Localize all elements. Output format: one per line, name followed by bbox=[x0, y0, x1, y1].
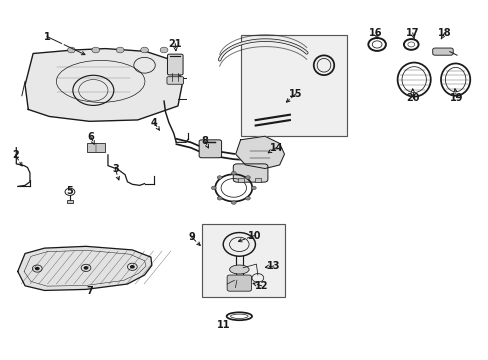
Circle shape bbox=[231, 201, 236, 204]
Ellipse shape bbox=[229, 265, 248, 274]
Text: 16: 16 bbox=[368, 28, 382, 38]
Text: 1: 1 bbox=[43, 32, 50, 41]
Circle shape bbox=[35, 267, 40, 270]
Circle shape bbox=[67, 47, 75, 53]
Text: 13: 13 bbox=[266, 261, 280, 271]
Circle shape bbox=[245, 176, 250, 179]
Text: 2: 2 bbox=[12, 150, 19, 160]
Bar bbox=[237, 178, 243, 182]
Bar bbox=[87, 143, 104, 152]
Circle shape bbox=[245, 197, 250, 200]
Text: 17: 17 bbox=[405, 28, 419, 38]
Text: 9: 9 bbox=[188, 232, 195, 242]
FancyBboxPatch shape bbox=[432, 48, 452, 55]
Circle shape bbox=[160, 47, 167, 53]
Circle shape bbox=[211, 186, 216, 190]
Circle shape bbox=[217, 197, 222, 200]
Bar bbox=[255, 178, 261, 182]
Text: 20: 20 bbox=[405, 93, 419, 103]
Text: 7: 7 bbox=[86, 286, 93, 296]
Text: 6: 6 bbox=[87, 132, 94, 142]
Circle shape bbox=[83, 266, 88, 270]
Text: 5: 5 bbox=[66, 186, 73, 196]
FancyBboxPatch shape bbox=[166, 77, 183, 84]
Circle shape bbox=[231, 171, 236, 175]
Circle shape bbox=[116, 47, 124, 53]
FancyBboxPatch shape bbox=[167, 54, 183, 75]
Circle shape bbox=[217, 176, 222, 179]
Polygon shape bbox=[25, 49, 183, 121]
Circle shape bbox=[130, 265, 135, 269]
Polygon shape bbox=[18, 246, 152, 291]
Text: 14: 14 bbox=[269, 143, 283, 153]
Bar bbox=[241, 35, 346, 136]
Text: 15: 15 bbox=[288, 89, 302, 99]
Bar bbox=[201, 224, 285, 297]
Text: 18: 18 bbox=[437, 28, 450, 38]
Text: 11: 11 bbox=[217, 320, 230, 330]
Bar bbox=[67, 201, 73, 203]
FancyBboxPatch shape bbox=[233, 164, 267, 182]
FancyBboxPatch shape bbox=[227, 275, 251, 291]
Text: 3: 3 bbox=[112, 164, 119, 174]
Circle shape bbox=[251, 186, 256, 190]
Text: 12: 12 bbox=[254, 281, 268, 291]
Text: 19: 19 bbox=[449, 93, 463, 103]
Text: 4: 4 bbox=[151, 118, 157, 128]
Text: 21: 21 bbox=[168, 39, 182, 49]
Circle shape bbox=[141, 47, 148, 53]
Text: 10: 10 bbox=[247, 231, 261, 240]
Circle shape bbox=[92, 47, 100, 53]
Polygon shape bbox=[235, 136, 284, 168]
Text: 8: 8 bbox=[201, 136, 207, 145]
FancyBboxPatch shape bbox=[199, 140, 221, 158]
